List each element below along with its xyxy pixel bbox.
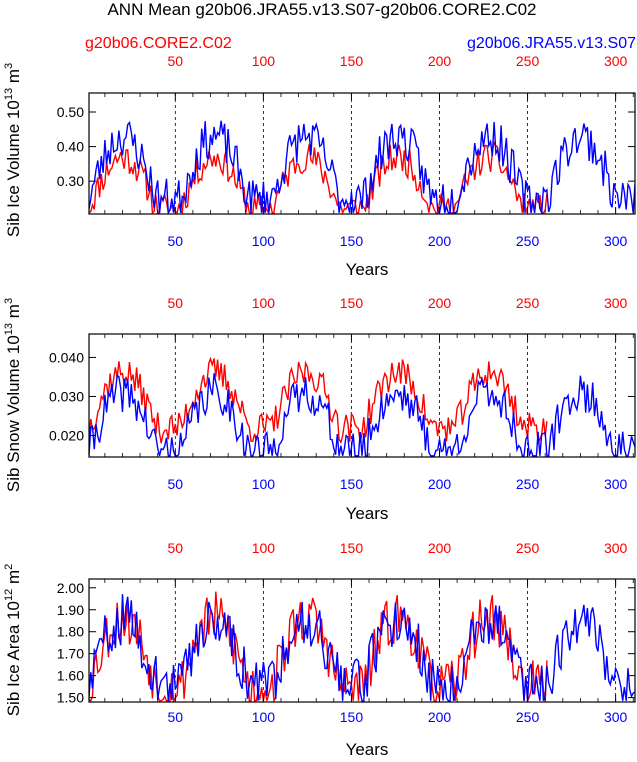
x-tick-label-top: 150 [340,295,364,311]
x-tick-label-top: 50 [168,540,184,556]
legend-core2: g20b06.CORE2.C02 [85,35,232,52]
x-tick-label-bottom: 200 [428,709,452,725]
x-tick-label-bottom: 100 [252,233,276,249]
plot-frame [88,578,636,703]
x-tick-label-top: 300 [604,540,628,556]
y-tick-label: 0.30 [57,173,84,189]
x-tick-label-top: 250 [516,53,540,69]
x-tick-label-top: 100 [252,53,276,69]
series-line-core2 [89,140,548,214]
x-tick-label-bottom: 50 [168,233,184,249]
series-line-jra55 [89,594,635,702]
x-tick-label-bottom: 50 [168,476,184,492]
y-tick-label: 0.020 [49,428,84,444]
x-tick-label-bottom: 50 [168,709,184,725]
x-tick-label-bottom: 250 [516,233,540,249]
x-tick-label-bottom: 100 [252,709,276,725]
x-tick-label-bottom: 200 [428,233,452,249]
y-axis-label: Sib Ice Volume 1013 m3 [3,63,23,237]
x-axis-label: Years [346,504,389,523]
x-tick-label-top: 200 [428,295,452,311]
x-tick-label-bottom: 300 [604,709,628,725]
panel-snow-volume: 0.020 0.030 0.040 50 50 100 100 150 150 200 200 250… [3,295,636,523]
x-tick-label-top: 100 [252,540,276,556]
x-tick-label-bottom: 300 [604,476,628,492]
x-tick-label-top: 100 [252,295,276,311]
y-tick-label: 0.40 [57,139,84,155]
y-tick-label: 1.90 [57,602,84,618]
y-tick-label: 1.70 [57,646,84,662]
y-tick-label: 0.040 [49,349,84,365]
y-tick-label: 0.030 [49,388,84,404]
x-tick-label-top: 250 [516,540,540,556]
x-tick-label-top: 50 [168,53,184,69]
panel-ice-area: 1.50 1.60 1.70 1.80 1.90 2.00 50 50 100 100 150 150… [3,540,636,759]
x-tick-label-top: 200 [428,540,452,556]
y-axis-label: Sib Ice Area 1012 m2 [3,564,23,717]
y-tick-label: 0.50 [57,104,84,120]
x-tick-label-bottom: 200 [428,476,452,492]
legend-jra55: g20b06.JRA55.v13.S07 [467,35,636,52]
series-line-jra55 [89,120,635,214]
x-tick-label-top: 150 [340,53,364,69]
x-tick-label-bottom: 250 [516,709,540,725]
x-axis-label: Years [346,740,389,759]
x-tick-label-bottom: 100 [252,476,276,492]
x-tick-label-top: 50 [168,295,184,311]
y-axis-label: Sib Snow Volume 1013 m3 [3,298,23,492]
x-tick-label-bottom: 150 [340,709,364,725]
x-tick-label-top: 250 [516,295,540,311]
y-tick-label: 1.80 [57,624,84,640]
x-axis-label: Years [346,260,389,279]
x-tick-label-bottom: 300 [604,233,628,249]
plot-frame [88,92,636,215]
series-line-core2 [89,591,548,702]
panel-ice-volume: 0.30 0.40 0.50 50 50 100 100 150 150 200 200 250 250… [3,53,636,279]
x-tick-label-bottom: 250 [516,476,540,492]
series-line-jra55 [89,373,635,457]
y-tick-label: 2.00 [57,580,84,596]
x-tick-label-bottom: 150 [340,476,364,492]
panels: 0.30 0.40 0.50 50 50 100 100 150 150 200 200 250 250… [3,35,636,759]
x-tick-label-top: 300 [604,53,628,69]
x-tick-label-bottom: 150 [340,233,364,249]
y-tick-label: 1.50 [57,690,84,706]
figure-title: ANN Mean g20b06.JRA55.v13.S07-g20b06.COR… [107,0,536,19]
series-line-core2 [89,356,548,445]
x-tick-label-top: 300 [604,295,628,311]
plot-frame [88,333,636,458]
x-tick-label-top: 150 [340,540,364,556]
y-tick-label: 1.60 [57,668,84,684]
x-tick-label-top: 200 [428,53,452,69]
